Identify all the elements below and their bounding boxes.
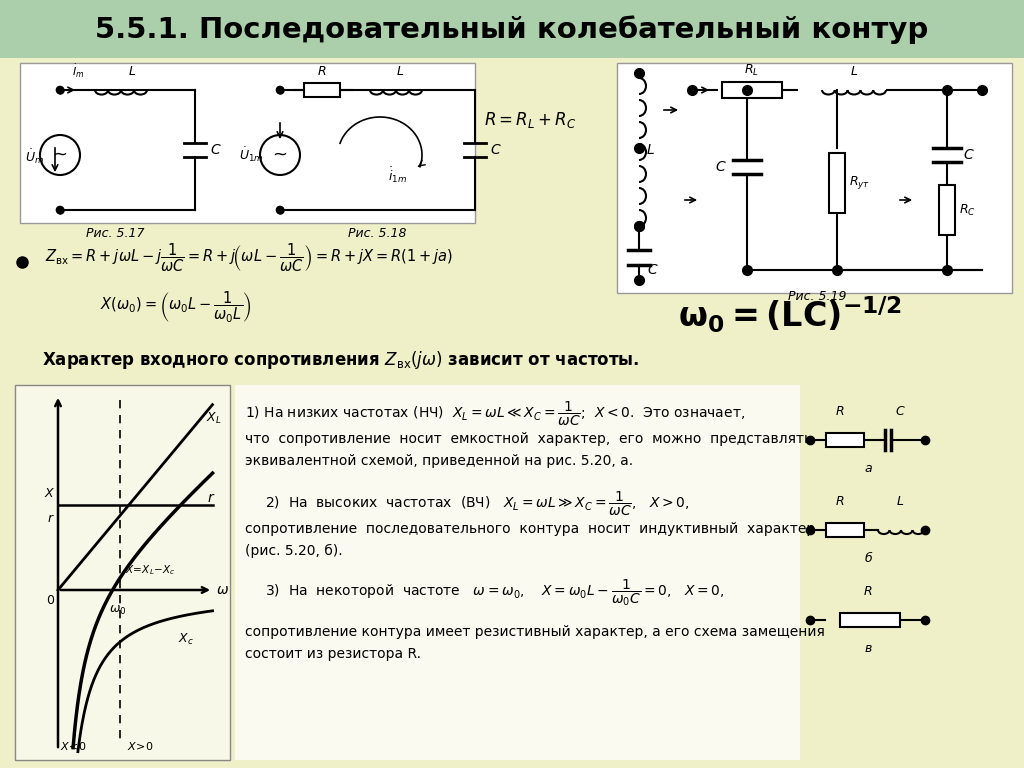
Text: L: L <box>896 495 903 508</box>
Text: 3)  На  некоторой  частоте   $\omega = \omega_0$,    $X = \omega_0 L - \dfrac{1}: 3) На некоторой частоте $\omega = \omega… <box>265 577 725 607</box>
Text: $X\!<\!0$: $X\!<\!0$ <box>59 740 86 752</box>
Text: R: R <box>863 585 872 598</box>
Text: C: C <box>647 263 656 277</box>
Text: $R = R_L + R_C$: $R = R_L + R_C$ <box>483 110 577 130</box>
Text: $\omega$: $\omega$ <box>216 583 229 597</box>
Text: C: C <box>963 148 973 162</box>
Text: $X_L$: $X_L$ <box>206 411 221 426</box>
Text: 2)  На  высоких  частотах  (ВЧ)   $X_L = \omega L \gg X_C = \dfrac{1}{\omega C}$: 2) На высоких частотах (ВЧ) $X_L = \omeg… <box>265 490 689 518</box>
Bar <box>15 385 230 760</box>
Text: сопротивление контура имеет резистивный характер, а его схема замещения: сопротивление контура имеет резистивный … <box>245 625 825 639</box>
Text: что  сопротивление  носит  емкостной  характер,  его  можно  представлять: что сопротивление носит емкостной характ… <box>245 432 812 446</box>
Text: $X_c$: $X_c$ <box>178 632 194 647</box>
Text: Рис. 5.18: Рис. 5.18 <box>348 227 407 240</box>
Text: состоит из резистора R.: состоит из резистора R. <box>245 647 421 661</box>
Text: (рис. 5.20, б).: (рис. 5.20, б). <box>245 544 343 558</box>
Text: C: C <box>490 143 500 157</box>
Text: C: C <box>896 405 904 418</box>
Bar <box>617 63 1012 293</box>
Text: 0: 0 <box>46 594 54 607</box>
Text: $R_C$: $R_C$ <box>959 203 976 217</box>
Text: $Z_{\text{вх}} = R + j\omega L - j\dfrac{1}{\omega C} = R + j\!\left(\omega L - : $Z_{\text{вх}} = R + j\omega L - j\dfrac… <box>45 242 453 274</box>
Text: $\dot{U}_m$: $\dot{U}_m$ <box>25 147 44 167</box>
Text: X: X <box>44 487 53 500</box>
Text: Характер входного сопротивления $Z_{\text{вх}}(j\omega)$ зависит от частоты.: Характер входного сопротивления $Z_{\tex… <box>42 349 639 371</box>
Bar <box>829 153 845 213</box>
Text: в: в <box>864 642 871 655</box>
Text: $\dot{i}_{1m}$: $\dot{i}_{1m}$ <box>388 165 408 185</box>
Text: $\omega_0$: $\omega_0$ <box>110 604 127 617</box>
Text: б: б <box>864 552 871 565</box>
Bar <box>234 385 800 760</box>
Circle shape <box>56 87 63 94</box>
Text: R: R <box>836 495 845 508</box>
Text: L: L <box>851 65 857 78</box>
Text: Рис. 5.19: Рис. 5.19 <box>787 290 846 303</box>
Bar <box>939 185 955 235</box>
Circle shape <box>260 135 300 175</box>
Text: $\dot{I}_m$: $\dot{I}_m$ <box>72 63 84 80</box>
Text: r: r <box>207 491 213 505</box>
Circle shape <box>40 135 80 175</box>
Bar <box>840 613 900 627</box>
Text: L: L <box>128 65 135 78</box>
Circle shape <box>56 207 63 214</box>
Text: $X\!>\!0$: $X\!>\!0$ <box>127 740 154 752</box>
Text: C: C <box>210 143 220 157</box>
Text: Рис. 5.17: Рис. 5.17 <box>86 227 144 240</box>
Text: эквивалентной схемой, приведенной на рис. 5.20, a.: эквивалентной схемой, приведенной на рис… <box>245 454 633 468</box>
Text: ~: ~ <box>52 146 68 164</box>
Circle shape <box>276 87 284 94</box>
Text: $R_L$: $R_L$ <box>744 63 760 78</box>
Bar <box>304 83 340 97</box>
Text: 1) На низких частотах (НЧ)  $X_L = \omega L \ll X_C = \dfrac{1}{\omega C}$;  $X : 1) На низких частотах (НЧ) $X_L = \omega… <box>245 400 745 429</box>
Text: a: a <box>864 462 871 475</box>
Bar <box>826 523 864 537</box>
Text: C: C <box>715 160 725 174</box>
Text: r: r <box>48 512 53 525</box>
Text: R: R <box>836 405 845 418</box>
Bar <box>826 433 864 447</box>
Text: 5.5.1. Последовательный колебательный контур: 5.5.1. Последовательный колебательный ко… <box>95 15 929 45</box>
Text: ~: ~ <box>272 146 288 164</box>
Bar <box>20 63 475 223</box>
Text: сопротивление  последовательного  контура  носит  индуктивный  характер: сопротивление последовательного контура … <box>245 522 815 536</box>
Text: L: L <box>396 65 403 78</box>
Circle shape <box>276 207 284 214</box>
Text: $R_{ут}$: $R_{ут}$ <box>849 174 870 191</box>
Bar <box>0 0 1024 58</box>
Text: $\mathbf{\omega_0 = (LC)^{-1/2}}$: $\mathbf{\omega_0 = (LC)^{-1/2}}$ <box>678 295 902 336</box>
Text: L: L <box>647 143 654 157</box>
Bar <box>722 82 782 98</box>
Text: $X(\omega_0) = \left(\omega_0 L - \dfrac{1}{\omega_0 L}\right)$: $X(\omega_0) = \left(\omega_0 L - \dfrac… <box>100 290 252 325</box>
Text: $\dot{U}_{1m}$: $\dot{U}_{1m}$ <box>240 146 264 164</box>
Text: R: R <box>317 65 327 78</box>
Text: $X\!=\!X_L\!-\!X_c$: $X\!=\!X_L\!-\!X_c$ <box>125 563 176 577</box>
